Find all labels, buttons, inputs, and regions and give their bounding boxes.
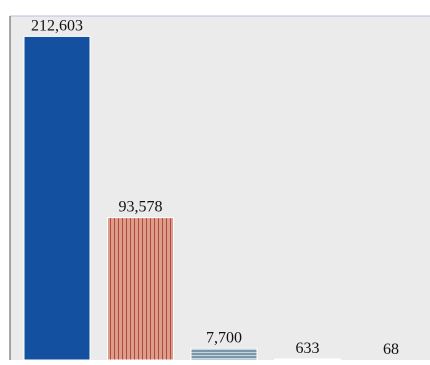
value-labels-group: 212,603 93,578 7,700 633 68 [31,17,399,358]
bar-3 [190,347,258,361]
value-label-2: 93,578 [119,199,163,216]
bar-1 [23,35,91,361]
value-label-4: 633 [296,340,320,357]
bars-group [23,35,341,361]
bar-2 [107,217,174,361]
value-label-5: 68 [383,341,399,358]
value-label-1: 212,603 [31,17,83,34]
value-label-3: 7,700 [206,329,242,346]
